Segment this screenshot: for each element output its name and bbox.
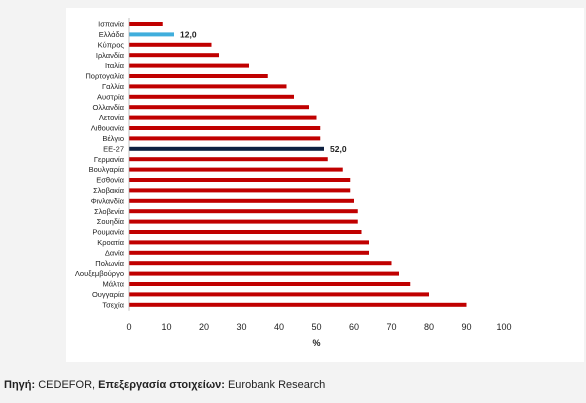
category-label-6: Γαλλία bbox=[102, 82, 125, 91]
bar-20 bbox=[129, 230, 362, 234]
bar-11 bbox=[129, 136, 321, 141]
category-label-9: Λετονία bbox=[99, 113, 125, 122]
category-label-19: Σουηδία bbox=[97, 217, 125, 226]
bar-23 bbox=[129, 261, 392, 266]
bar-3 bbox=[129, 53, 219, 58]
bar-16 bbox=[129, 188, 351, 193]
category-label-1: Ελλάδα bbox=[99, 30, 125, 39]
x-tick-label-8: 80 bbox=[424, 322, 434, 332]
source-text: CEDEFOR, bbox=[35, 379, 99, 391]
bar-14 bbox=[129, 167, 343, 172]
category-label-24: Λουξεμβούργο bbox=[75, 269, 124, 278]
source-label: Πηγή: bbox=[4, 379, 36, 391]
data-label-12: 52,0 bbox=[330, 144, 347, 154]
bar-6 bbox=[129, 84, 287, 89]
category-label-4: Ιταλία bbox=[105, 61, 125, 70]
data-label-1: 12,0 bbox=[180, 29, 197, 39]
bar-17 bbox=[129, 198, 354, 203]
category-label-17: Φινλανδία bbox=[91, 196, 125, 205]
category-label-5: Πορτογαλία bbox=[85, 72, 124, 81]
processing-label: Επεξεργασία στοιχείων: bbox=[98, 379, 225, 391]
category-label-23: Πολωνία bbox=[95, 259, 124, 268]
category-label-10: Λιθουανία bbox=[91, 124, 125, 133]
bar-2 bbox=[129, 42, 212, 47]
bar-12 bbox=[129, 146, 324, 151]
category-label-16: Σλοβακία bbox=[93, 186, 125, 195]
bar-25 bbox=[129, 282, 411, 286]
source-note: Πηγή: CEDEFOR, Επεξεργασία στοιχείων: Eu… bbox=[4, 379, 325, 391]
x-tick-label-0: 0 bbox=[126, 322, 131, 332]
category-label-11: Βέλγιο bbox=[102, 134, 124, 143]
bar-15 bbox=[129, 178, 351, 182]
category-label-25: Μάλτα bbox=[102, 280, 124, 289]
x-tick-label-10: 100 bbox=[496, 322, 511, 332]
x-tick-label-7: 70 bbox=[386, 322, 396, 332]
bar-22 bbox=[129, 250, 369, 255]
bar-24 bbox=[129, 271, 399, 276]
bar-18 bbox=[129, 209, 358, 214]
x-tick-label-2: 20 bbox=[199, 322, 209, 332]
x-axis-label: % bbox=[312, 338, 320, 348]
bar-19 bbox=[129, 219, 358, 224]
category-label-18: Σλοβενία bbox=[94, 207, 125, 216]
category-label-20: Ρουμανία bbox=[92, 228, 124, 237]
x-tick-label-6: 60 bbox=[349, 322, 359, 332]
category-label-3: Ιρλανδία bbox=[96, 51, 125, 60]
category-label-14: Βουλγαρία bbox=[89, 165, 125, 174]
bar-0 bbox=[129, 22, 163, 26]
bar-26 bbox=[129, 292, 429, 297]
category-label-13: Γερμανία bbox=[94, 155, 125, 164]
bar-1 bbox=[129, 32, 174, 37]
category-label-22: Δανία bbox=[105, 248, 125, 257]
x-tick-label-4: 40 bbox=[274, 322, 284, 332]
category-label-2: Κύπρος bbox=[98, 40, 125, 49]
bar-27 bbox=[129, 302, 467, 307]
bar-5 bbox=[129, 74, 268, 78]
bar-8 bbox=[129, 105, 309, 110]
bar-13 bbox=[129, 157, 328, 162]
x-tick-label-5: 50 bbox=[311, 322, 321, 332]
x-tick-label-3: 30 bbox=[236, 322, 246, 332]
category-label-7: Αυστρία bbox=[97, 92, 125, 101]
category-label-27: Τσεχία bbox=[102, 300, 124, 309]
category-label-21: Κροατία bbox=[97, 238, 124, 247]
processing-text: Eurobank Research bbox=[224, 379, 326, 391]
x-tick-label-1: 10 bbox=[161, 322, 171, 332]
bar-7 bbox=[129, 94, 294, 99]
category-label-26: Ουγγαρία bbox=[92, 290, 125, 299]
bar-9 bbox=[129, 115, 317, 120]
category-label-12: ΕΕ-27 bbox=[103, 144, 124, 153]
bar-4 bbox=[129, 63, 249, 68]
category-label-0: Ισπανία bbox=[98, 20, 125, 29]
category-label-8: Ολλανδία bbox=[93, 103, 125, 112]
bar-21 bbox=[129, 240, 369, 245]
bar-10 bbox=[129, 126, 321, 130]
category-label-15: Εσθονία bbox=[96, 176, 124, 185]
x-tick-label-9: 90 bbox=[461, 322, 471, 332]
